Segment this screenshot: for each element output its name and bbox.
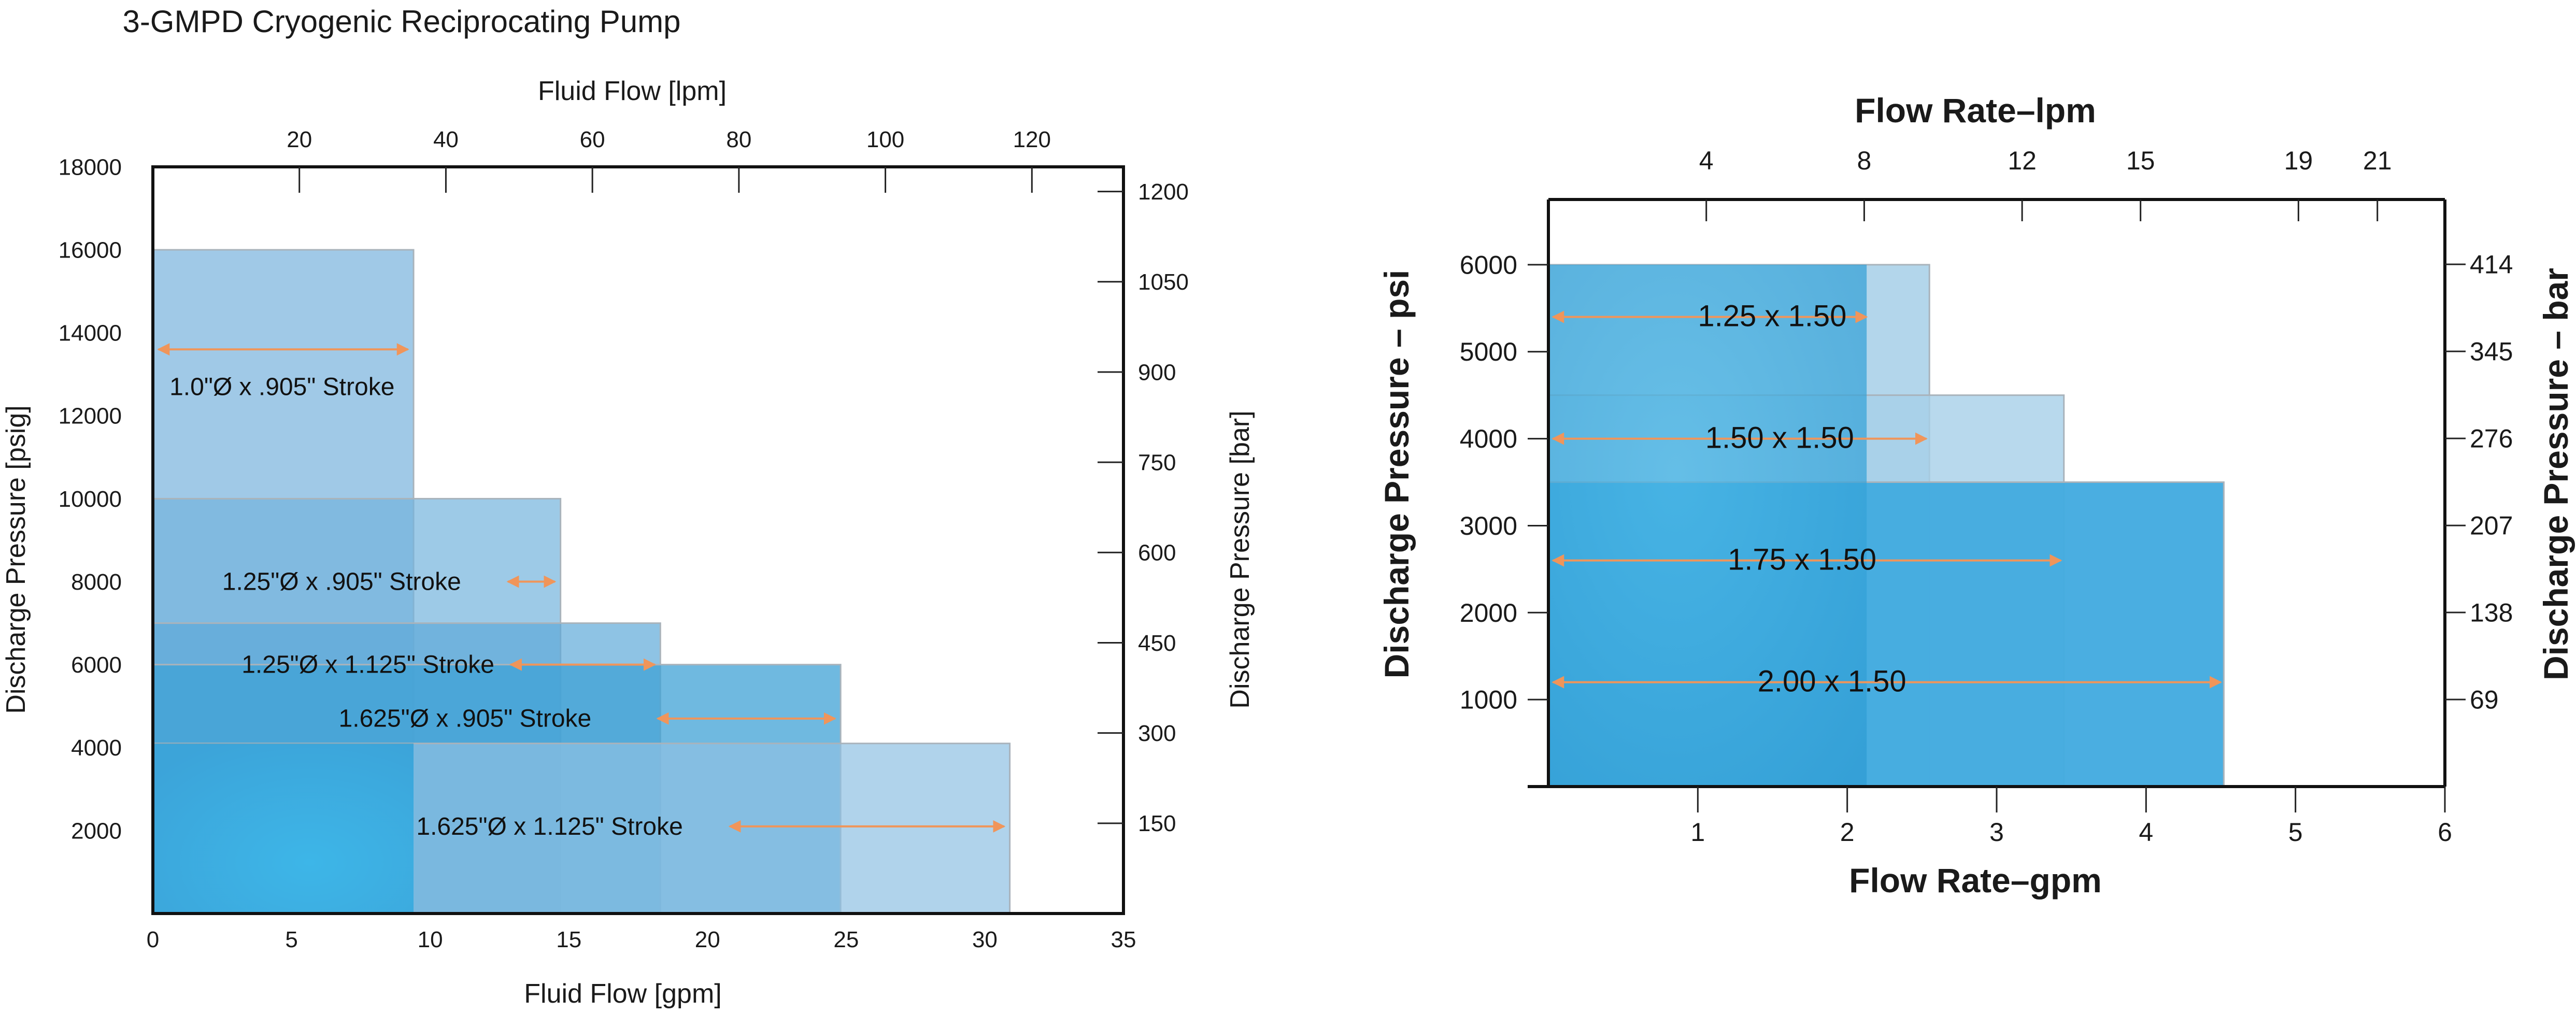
tick-label: 16000	[59, 238, 122, 263]
tick-label: 1050	[1138, 269, 1189, 295]
tick-label: 25	[833, 927, 859, 952]
tick-label: 2000	[1460, 598, 1517, 627]
tick-label: 1	[1690, 818, 1705, 847]
region-label: 1.50 x 1.50	[1705, 421, 1854, 455]
tick-label: 14000	[59, 321, 122, 346]
tick-label: 2000	[71, 818, 122, 844]
chart-left: 3-GMPD Cryogenic Reciprocating Pump Flui…	[1, 4, 1255, 1009]
tick-label: 3000	[1460, 511, 1517, 540]
region-label: 1.625"Ø x 1.125" Stroke	[416, 813, 682, 840]
tick-label: 60	[580, 127, 605, 152]
tick-label: 345	[2470, 337, 2513, 366]
plot-frame	[1528, 198, 2446, 788]
plot-frame	[151, 165, 1125, 915]
tick-label: 21	[2363, 146, 2392, 175]
bottom-x-axis-label: Flow Rate–gpm	[1849, 861, 2102, 900]
chart-right: Flow Rate–lpm Flow Rate–gpm Discharge Pr…	[1377, 91, 2575, 900]
tick-label: 19	[2284, 146, 2313, 175]
tick-label: 40	[433, 127, 459, 152]
region-label: 1.75 x 1.50	[1728, 543, 1876, 577]
tick-label: 35	[1111, 927, 1136, 952]
tick-label: 8000	[71, 569, 122, 595]
tick-label: 15	[556, 927, 581, 952]
tick-label: 1000	[1460, 686, 1517, 715]
tick-label: 276	[2470, 424, 2513, 453]
right-y-axis-label: Discharge Pressure [bar]	[1225, 410, 1255, 708]
tick-label: 450	[1138, 631, 1176, 656]
tick-label: 414	[2470, 250, 2513, 279]
tick-label: 12000	[59, 404, 122, 429]
tick-label: 207	[2470, 511, 2513, 540]
tick-label: 10	[418, 927, 443, 952]
tick-label: 15	[2126, 146, 2155, 175]
tick-label: 2	[1840, 818, 1855, 847]
tick-label: 600	[1138, 540, 1176, 566]
tick-label: 18000	[59, 154, 122, 180]
tick-label: 1200	[1138, 179, 1189, 205]
overlap-region	[153, 743, 414, 914]
tick-label: 0	[147, 927, 159, 952]
overlap-region	[1548, 264, 1867, 787]
tick-label: 138	[2470, 598, 2513, 627]
region-group	[1547, 264, 2225, 788]
tick-label: 5000	[1460, 337, 1517, 366]
tick-label: 3	[1989, 818, 2004, 847]
tick-label: 10000	[59, 487, 122, 512]
right-y-axis-label: Discharge Pressure – bar	[2537, 268, 2575, 680]
tick-label: 6	[2438, 818, 2452, 847]
bottom-x-axis-label: Fluid Flow [gpm]	[524, 979, 721, 1009]
tick-group: 0 5 10 15 20 25 30 35 20 40 60 80 100 120 2000 4000 6000…	[59, 127, 1189, 952]
region-label: 1.0"Ø x .905" Stroke	[169, 373, 394, 401]
tick-label: 4000	[71, 735, 122, 761]
tick-label: 6000	[1460, 250, 1517, 279]
top-x-axis-label: Flow Rate–lpm	[1855, 91, 2096, 130]
region-label: 1.25"Ø x .905" Stroke	[222, 568, 461, 596]
left-y-axis-label: Discharge Pressure – psi	[1377, 270, 1416, 679]
tick-label: 20	[695, 927, 720, 952]
region-label: 2.00 x 1.50	[1758, 665, 1906, 698]
tick-label: 4	[2139, 818, 2153, 847]
tick-label: 20	[287, 127, 312, 152]
tick-label: 900	[1138, 360, 1176, 385]
region-label-group: 1.25 x 1.50 1.50 x 1.50 1.75 x 1.50 2.00 x …	[1552, 299, 2222, 698]
tick-label: 12	[2008, 146, 2037, 175]
tick-label: 5	[285, 927, 297, 952]
tick-label: 750	[1138, 450, 1176, 476]
tick-label: 6000	[71, 652, 122, 678]
chart-title: 3-GMPD Cryogenic Reciprocating Pump	[122, 4, 680, 39]
tick-label: 300	[1138, 721, 1176, 746]
left-y-axis-label: Discharge Pressure [psig]	[1, 405, 31, 714]
tick-label: 8	[1857, 146, 1872, 175]
tick-label: 5	[2288, 818, 2303, 847]
tick-label: 4000	[1460, 424, 1517, 453]
tick-label: 80	[726, 127, 751, 152]
tick-label: 4	[1699, 146, 1714, 175]
tick-label: 69	[2470, 686, 2499, 715]
tick-label: 150	[1138, 811, 1176, 836]
region-label: 1.25 x 1.50	[1698, 299, 1846, 333]
top-x-axis-label: Fluid Flow [lpm]	[538, 76, 727, 106]
region-label-group: 1.0"Ø x .905" Stroke 1.25"Ø x .905" Strok…	[157, 343, 1006, 840]
tick-group: 1 2 3 4 5 64 8 12 15 19 21100020003000400050006000…	[1460, 146, 2513, 847]
tick-label: 30	[972, 927, 998, 952]
region-label: 1.625"Ø x .905" Stroke	[339, 705, 592, 733]
region-label: 1.25"Ø x 1.125" Stroke	[241, 651, 494, 679]
tick-label: 120	[1013, 127, 1051, 152]
region-group	[152, 249, 1011, 915]
tick-label: 100	[866, 127, 904, 152]
